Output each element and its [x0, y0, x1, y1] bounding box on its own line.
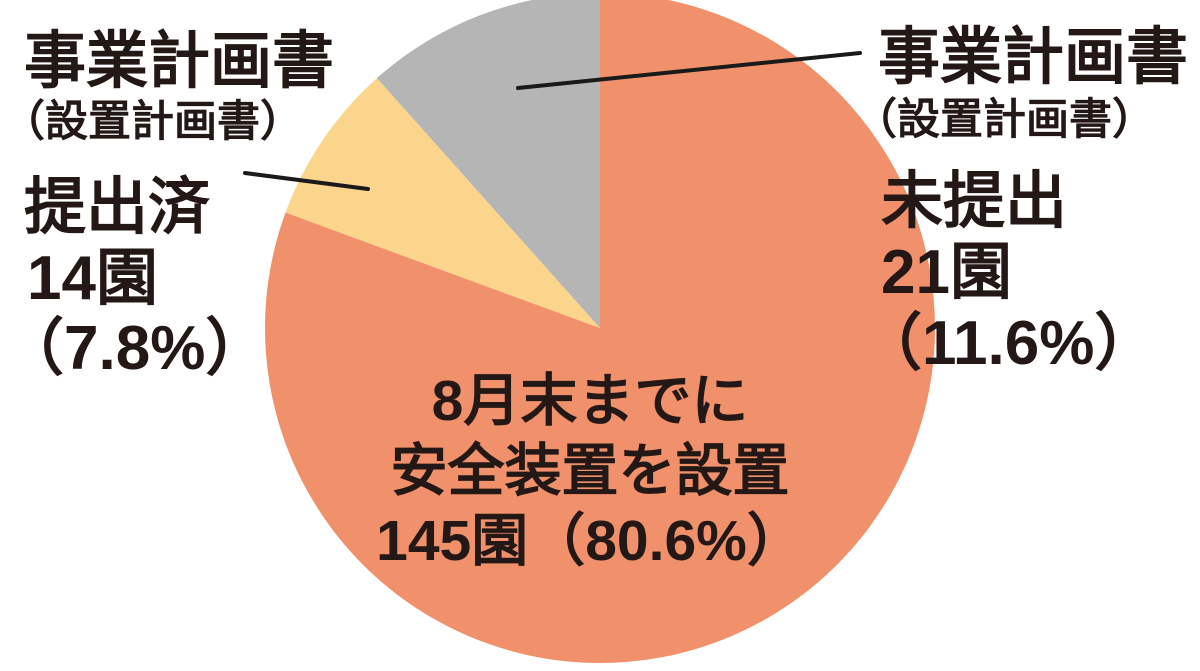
label-submitted-status: 提出済 [24, 173, 211, 242]
pie-slice-plan-not-submitted [376, 0, 600, 328]
label-installed-line2: 安全装置を設置 [390, 439, 790, 503]
label-installed-count-percent: 145園（80.6%） [376, 509, 804, 573]
label-installed-block: 8月末までに 安全装置を設置 145園（80.6%） [340, 366, 840, 576]
label-installed-line1: 8月末までに [431, 369, 749, 433]
pie-slice-plan-submitted [285, 78, 600, 328]
label-not-submitted-subtitle: （設置計画書） [854, 96, 1155, 144]
leader-line-not-submitted [516, 51, 862, 90]
label-submitted-title: 事業計画書 [24, 27, 335, 96]
label-not-submitted-title: 事業計画書 [878, 23, 1189, 92]
label-submitted-subtitle: （設置計画書） [2, 98, 303, 146]
label-not-submitted-status: 未提出 [881, 167, 1068, 236]
label-not-submitted-percent: （11.6%） [860, 309, 1157, 378]
pie-slice-installed [265, 0, 935, 663]
leader-line-submitted [243, 171, 370, 191]
pie-slices-group [265, 0, 935, 663]
label-submitted-percent: （7.8%） [2, 314, 268, 383]
label-submitted-count: 14園 [27, 244, 158, 313]
label-not-submitted-count: 21園 [881, 238, 1012, 307]
